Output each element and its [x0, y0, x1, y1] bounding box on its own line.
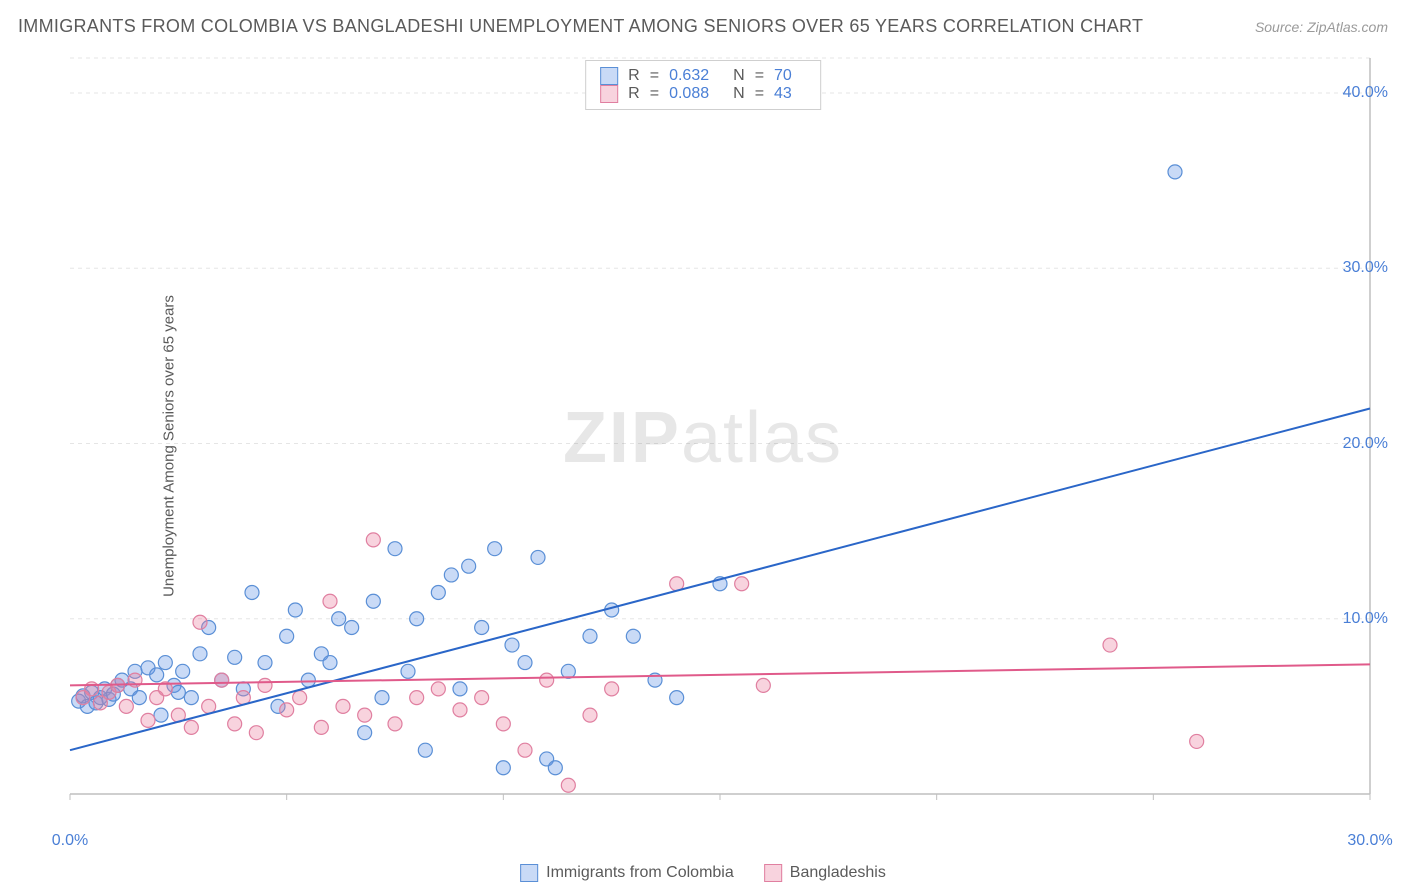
legend-n-label: N — [733, 85, 745, 103]
legend-swatch — [764, 864, 782, 882]
legend-eq: = — [650, 67, 659, 85]
legend-top: R = 0.632 N = 70 R = 0.088 N = 43 — [585, 60, 821, 110]
legend-n-val: 70 — [774, 67, 792, 85]
y-tick-label: 10.0% — [1343, 610, 1388, 628]
x-tick-label: 30.0% — [1347, 832, 1392, 850]
legend-bottom-item: Immigrants from Colombia — [520, 864, 734, 882]
header-row: IMMIGRANTS FROM COLOMBIA VS BANGLADESHI … — [18, 16, 1388, 37]
legend-bottom-label: Bangladeshis — [790, 864, 886, 882]
legend-swatch — [600, 67, 618, 85]
legend-top-row: R = 0.088 N = 43 — [600, 85, 806, 103]
legend-r-label: R — [628, 85, 640, 103]
legend-r-val: 0.632 — [669, 67, 709, 85]
legend-r-label: R — [628, 67, 640, 85]
legend-r-val: 0.088 — [669, 85, 709, 103]
legend-top-row: R = 0.632 N = 70 — [600, 67, 806, 85]
source-credit: Source: ZipAtlas.com — [1255, 19, 1388, 35]
legend-n-val: 43 — [774, 85, 792, 103]
chart-title: IMMIGRANTS FROM COLOMBIA VS BANGLADESHI … — [18, 16, 1143, 37]
y-tick-label: 40.0% — [1343, 84, 1388, 102]
legend-eq: = — [755, 67, 764, 85]
legend-n-label: N — [733, 67, 745, 85]
legend-eq: = — [650, 85, 659, 103]
legend-eq: = — [755, 85, 764, 103]
plot-area — [60, 54, 1380, 854]
chart-svg — [60, 54, 1380, 854]
legend-bottom-item: Bangladeshis — [764, 864, 886, 882]
legend-bottom: Immigrants from Colombia Bangladeshis — [520, 864, 886, 882]
y-tick-label: 30.0% — [1343, 259, 1388, 277]
legend-swatch — [520, 864, 538, 882]
y-tick-label: 20.0% — [1343, 435, 1388, 453]
x-tick-label: 0.0% — [52, 832, 88, 850]
legend-swatch — [600, 85, 618, 103]
legend-bottom-label: Immigrants from Colombia — [546, 864, 734, 882]
